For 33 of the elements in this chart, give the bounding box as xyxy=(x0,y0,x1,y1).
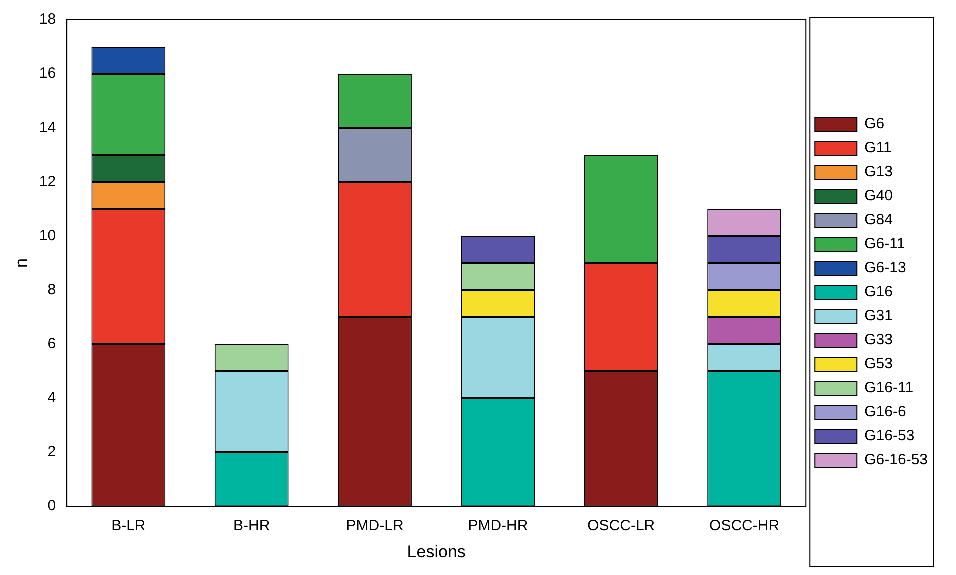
legend-label: G6-11 xyxy=(864,236,906,253)
legend-label: G16-6 xyxy=(864,404,906,421)
legend-label: G6-16-53 xyxy=(864,452,928,469)
legend-label: G13 xyxy=(864,164,893,181)
y-tick-label: 2 xyxy=(48,444,56,461)
x-tick-label: PMD-HR xyxy=(468,518,528,535)
y-tick-label: 4 xyxy=(48,390,56,407)
y-tick-label: 12 xyxy=(39,173,56,190)
y-tick-label: 10 xyxy=(39,227,56,244)
x-tick-label: B-HR xyxy=(234,518,270,535)
y-tick-label: 16 xyxy=(39,65,56,82)
legend-label: G16-11 xyxy=(864,380,914,397)
x-tick-label: OSCC-LR xyxy=(588,518,656,535)
legend-label: G16 xyxy=(864,284,893,301)
legend-label: G33 xyxy=(864,332,893,349)
legend-label: G6-13 xyxy=(864,260,906,277)
legend-label: G6 xyxy=(864,116,885,133)
y-axis-title: n xyxy=(12,258,31,268)
x-axis-title: Lesions xyxy=(407,542,466,562)
legend-label: G11 xyxy=(864,140,892,157)
x-tick-label: PMD-LR xyxy=(346,518,404,535)
legend-label: G53 xyxy=(864,356,893,373)
x-tick-label: B-LR xyxy=(112,518,146,535)
legend-label: G16-53 xyxy=(864,428,915,445)
legend-label: G84 xyxy=(864,212,893,229)
legend-label: G40 xyxy=(864,188,893,205)
y-tick-label: 8 xyxy=(48,281,56,298)
y-tick-label: 6 xyxy=(48,336,56,353)
y-tick-label: 0 xyxy=(48,498,56,515)
x-tick-label: OSCC-HR xyxy=(710,518,780,535)
y-tick-label: 14 xyxy=(39,119,56,136)
legend-label: G31 xyxy=(864,308,893,325)
y-tick-label: 18 xyxy=(39,11,56,28)
